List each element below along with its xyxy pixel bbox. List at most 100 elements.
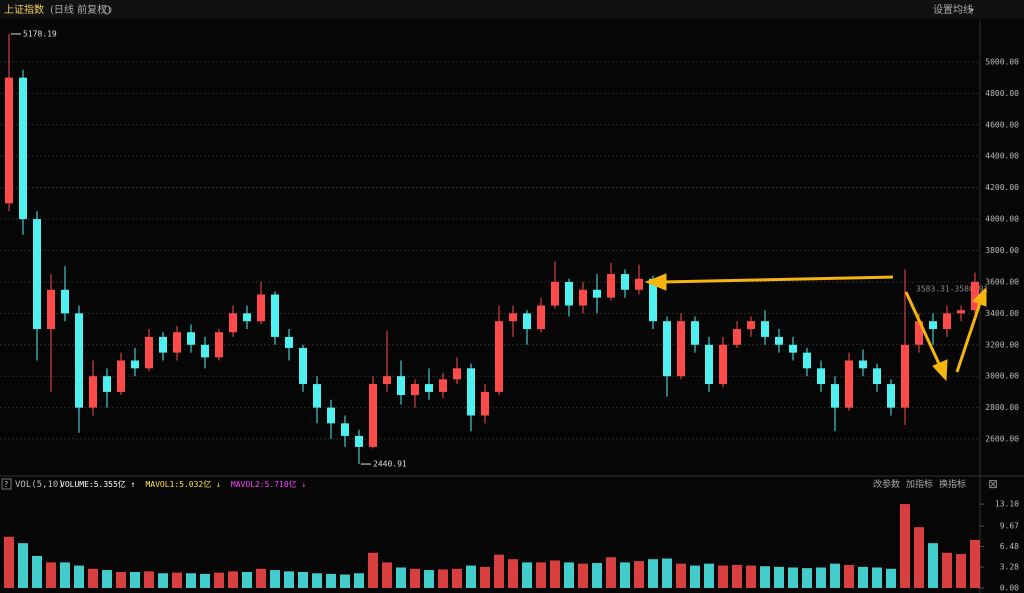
candle-body <box>19 77 27 220</box>
candle-body <box>159 336 167 353</box>
candle-body <box>397 376 405 396</box>
candle-body <box>439 379 447 392</box>
volume-bar <box>634 561 644 588</box>
candle-body <box>369 384 377 447</box>
candle-body <box>75 313 83 408</box>
volume-bar <box>172 572 182 588</box>
volume-bar <box>102 570 112 588</box>
volume-bar <box>214 572 224 588</box>
candle-body <box>467 368 475 416</box>
volume-bar <box>312 573 322 588</box>
candle-body <box>803 352 811 369</box>
indicator-button[interactable]: 改参数 <box>873 478 900 490</box>
candle-body <box>831 384 839 408</box>
candle-body <box>649 278 657 322</box>
dropdown-caret <box>970 9 974 12</box>
candle-body <box>285 336 293 348</box>
candle-body <box>299 347 307 385</box>
volume-bar <box>494 554 504 588</box>
y-tick-label: 3200.00 <box>985 340 1019 349</box>
volume-bar <box>928 543 938 588</box>
top-bar <box>0 0 1024 19</box>
indicator-button[interactable]: 换指标 <box>939 478 966 490</box>
volume-bar <box>662 558 672 588</box>
candle-body <box>89 376 97 408</box>
volume-bar <box>536 562 546 588</box>
price-annotation: 2440.91 <box>373 460 407 469</box>
volume-bar <box>326 573 336 588</box>
candle-body <box>663 321 671 377</box>
volume-bar <box>690 565 700 588</box>
candle-body <box>271 294 279 337</box>
volume-bar <box>886 568 896 588</box>
arrow <box>904 291 942 367</box>
volume-bar <box>270 570 280 588</box>
indicator-button[interactable]: 加指标 <box>906 478 933 490</box>
candle-body <box>537 305 545 330</box>
y-tick-label: 3000.00 <box>985 372 1019 381</box>
candle-body <box>817 368 825 385</box>
volume-bar <box>242 571 252 588</box>
y-tick-label: 4200.00 <box>985 183 1019 192</box>
volume-bar <box>704 563 714 588</box>
candle-body <box>551 281 559 306</box>
volume-bar <box>340 574 350 588</box>
candle-body <box>607 274 615 298</box>
candle-body <box>5 77 13 204</box>
arrow <box>955 302 982 373</box>
range-label: 3583.31-3586.91 <box>916 285 988 294</box>
volume-bar <box>550 560 560 588</box>
volume-bar <box>256 568 266 588</box>
candle-body <box>481 391 489 416</box>
volume-bar <box>606 557 616 588</box>
volume-bar <box>774 566 784 588</box>
volume-bar <box>718 565 728 588</box>
candle-body <box>859 360 867 369</box>
settings-button[interactable]: 设置均线 <box>933 3 973 16</box>
candle-body <box>691 321 699 345</box>
volume-readout: MAVOL1:5.032亿 ↓ <box>145 479 220 489</box>
candle-body <box>257 294 265 322</box>
volume-bar <box>298 571 308 588</box>
y-tick-label: 2600.00 <box>985 435 1019 444</box>
chart-title: 上证指数 <box>4 3 44 16</box>
candle-body <box>187 332 195 345</box>
volume-bar <box>46 562 56 588</box>
volume-bar <box>844 564 854 588</box>
volume-bar <box>956 554 966 588</box>
candle-body <box>327 407 335 424</box>
volume-bar <box>858 566 868 588</box>
candle-body <box>495 321 503 392</box>
close-button[interactable]: ⊠ <box>988 477 998 491</box>
candle-body <box>747 321 755 330</box>
volume-bar <box>228 571 238 588</box>
price-annotation: 5178.19 <box>23 29 57 38</box>
candle-body <box>719 344 727 385</box>
volume-bar <box>508 559 518 588</box>
volume-bar <box>200 573 210 588</box>
candle-body <box>33 219 41 330</box>
candle-body <box>383 376 391 385</box>
candle-body <box>47 289 55 330</box>
volume-tick-label: 3.28 <box>1000 562 1019 571</box>
candle-body <box>145 336 153 369</box>
candle-body <box>523 313 531 330</box>
help-icon[interactable]: ? <box>4 480 8 489</box>
volume-bar <box>354 573 364 588</box>
volume-indicator: VOL(5,10) <box>15 480 64 490</box>
y-tick-label: 4600.00 <box>985 120 1019 129</box>
arrow-head <box>644 273 667 291</box>
help-box[interactable] <box>1 478 12 490</box>
gear-icon[interactable] <box>102 5 112 15</box>
candle-body <box>677 321 685 377</box>
candle-body <box>313 384 321 408</box>
volume-bar <box>788 567 798 588</box>
volume-bar <box>620 562 630 588</box>
y-tick-label: 5000.00 <box>985 57 1019 66</box>
candle-body <box>61 289 69 314</box>
candle-body <box>173 332 181 353</box>
candle-body <box>229 313 237 333</box>
candle-body <box>789 344 797 353</box>
volume-bar <box>60 562 70 588</box>
